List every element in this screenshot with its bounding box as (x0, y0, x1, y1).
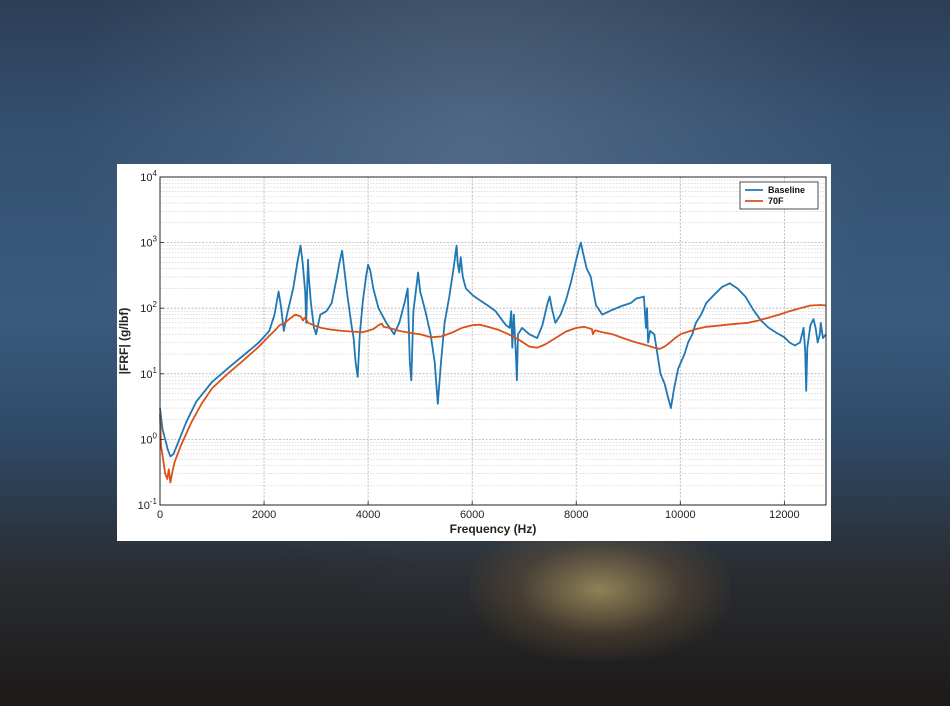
y-axis-title: |FRF| (g/lbf) (117, 308, 131, 375)
series-line-baseline (159, 241, 827, 458)
x-tick-label: 6000 (460, 509, 484, 521)
legend-label-baseline: Baseline (768, 185, 805, 195)
x-axis-title: Frequency (Hz) (450, 522, 537, 536)
frf-chart: 0 2000 4000 6000 8000 10000 12000 10-110010110… (117, 169, 827, 536)
y-tick-label: 102 (140, 300, 157, 315)
series-layer (159, 241, 827, 484)
x-tick-label: 8000 (564, 509, 588, 521)
x-tick-label: 10000 (665, 509, 696, 521)
legend-label-70f: 70F (768, 196, 784, 206)
chart-panel: 0 2000 4000 6000 8000 10000 12000 10-1 100 101 10… (117, 164, 831, 541)
y-tick-label: 10-1 (138, 497, 158, 512)
y-tick-label: 101 (140, 366, 157, 381)
legend: Baseline 70F (739, 181, 819, 210)
plot-area-frame (159, 176, 827, 506)
x-tick-label: 0 (157, 509, 163, 521)
x-tick-label: 2000 (252, 509, 276, 521)
y-tick-labels: 10-1 100 101 102 103 104 (138, 169, 164, 512)
y-tick-label: 103 (140, 235, 157, 250)
x-tick-label: 4000 (356, 509, 380, 521)
series-line-70f (159, 304, 827, 484)
x-tick-label: 12000 (769, 509, 800, 521)
y-tick-label: 104 (140, 169, 157, 184)
x-tick-labels: 0 2000 4000 6000 8000 10000 12000 (157, 501, 800, 521)
background-glow (470, 520, 730, 660)
legend-box (739, 181, 819, 210)
y-tick-label: 100 (140, 431, 157, 446)
